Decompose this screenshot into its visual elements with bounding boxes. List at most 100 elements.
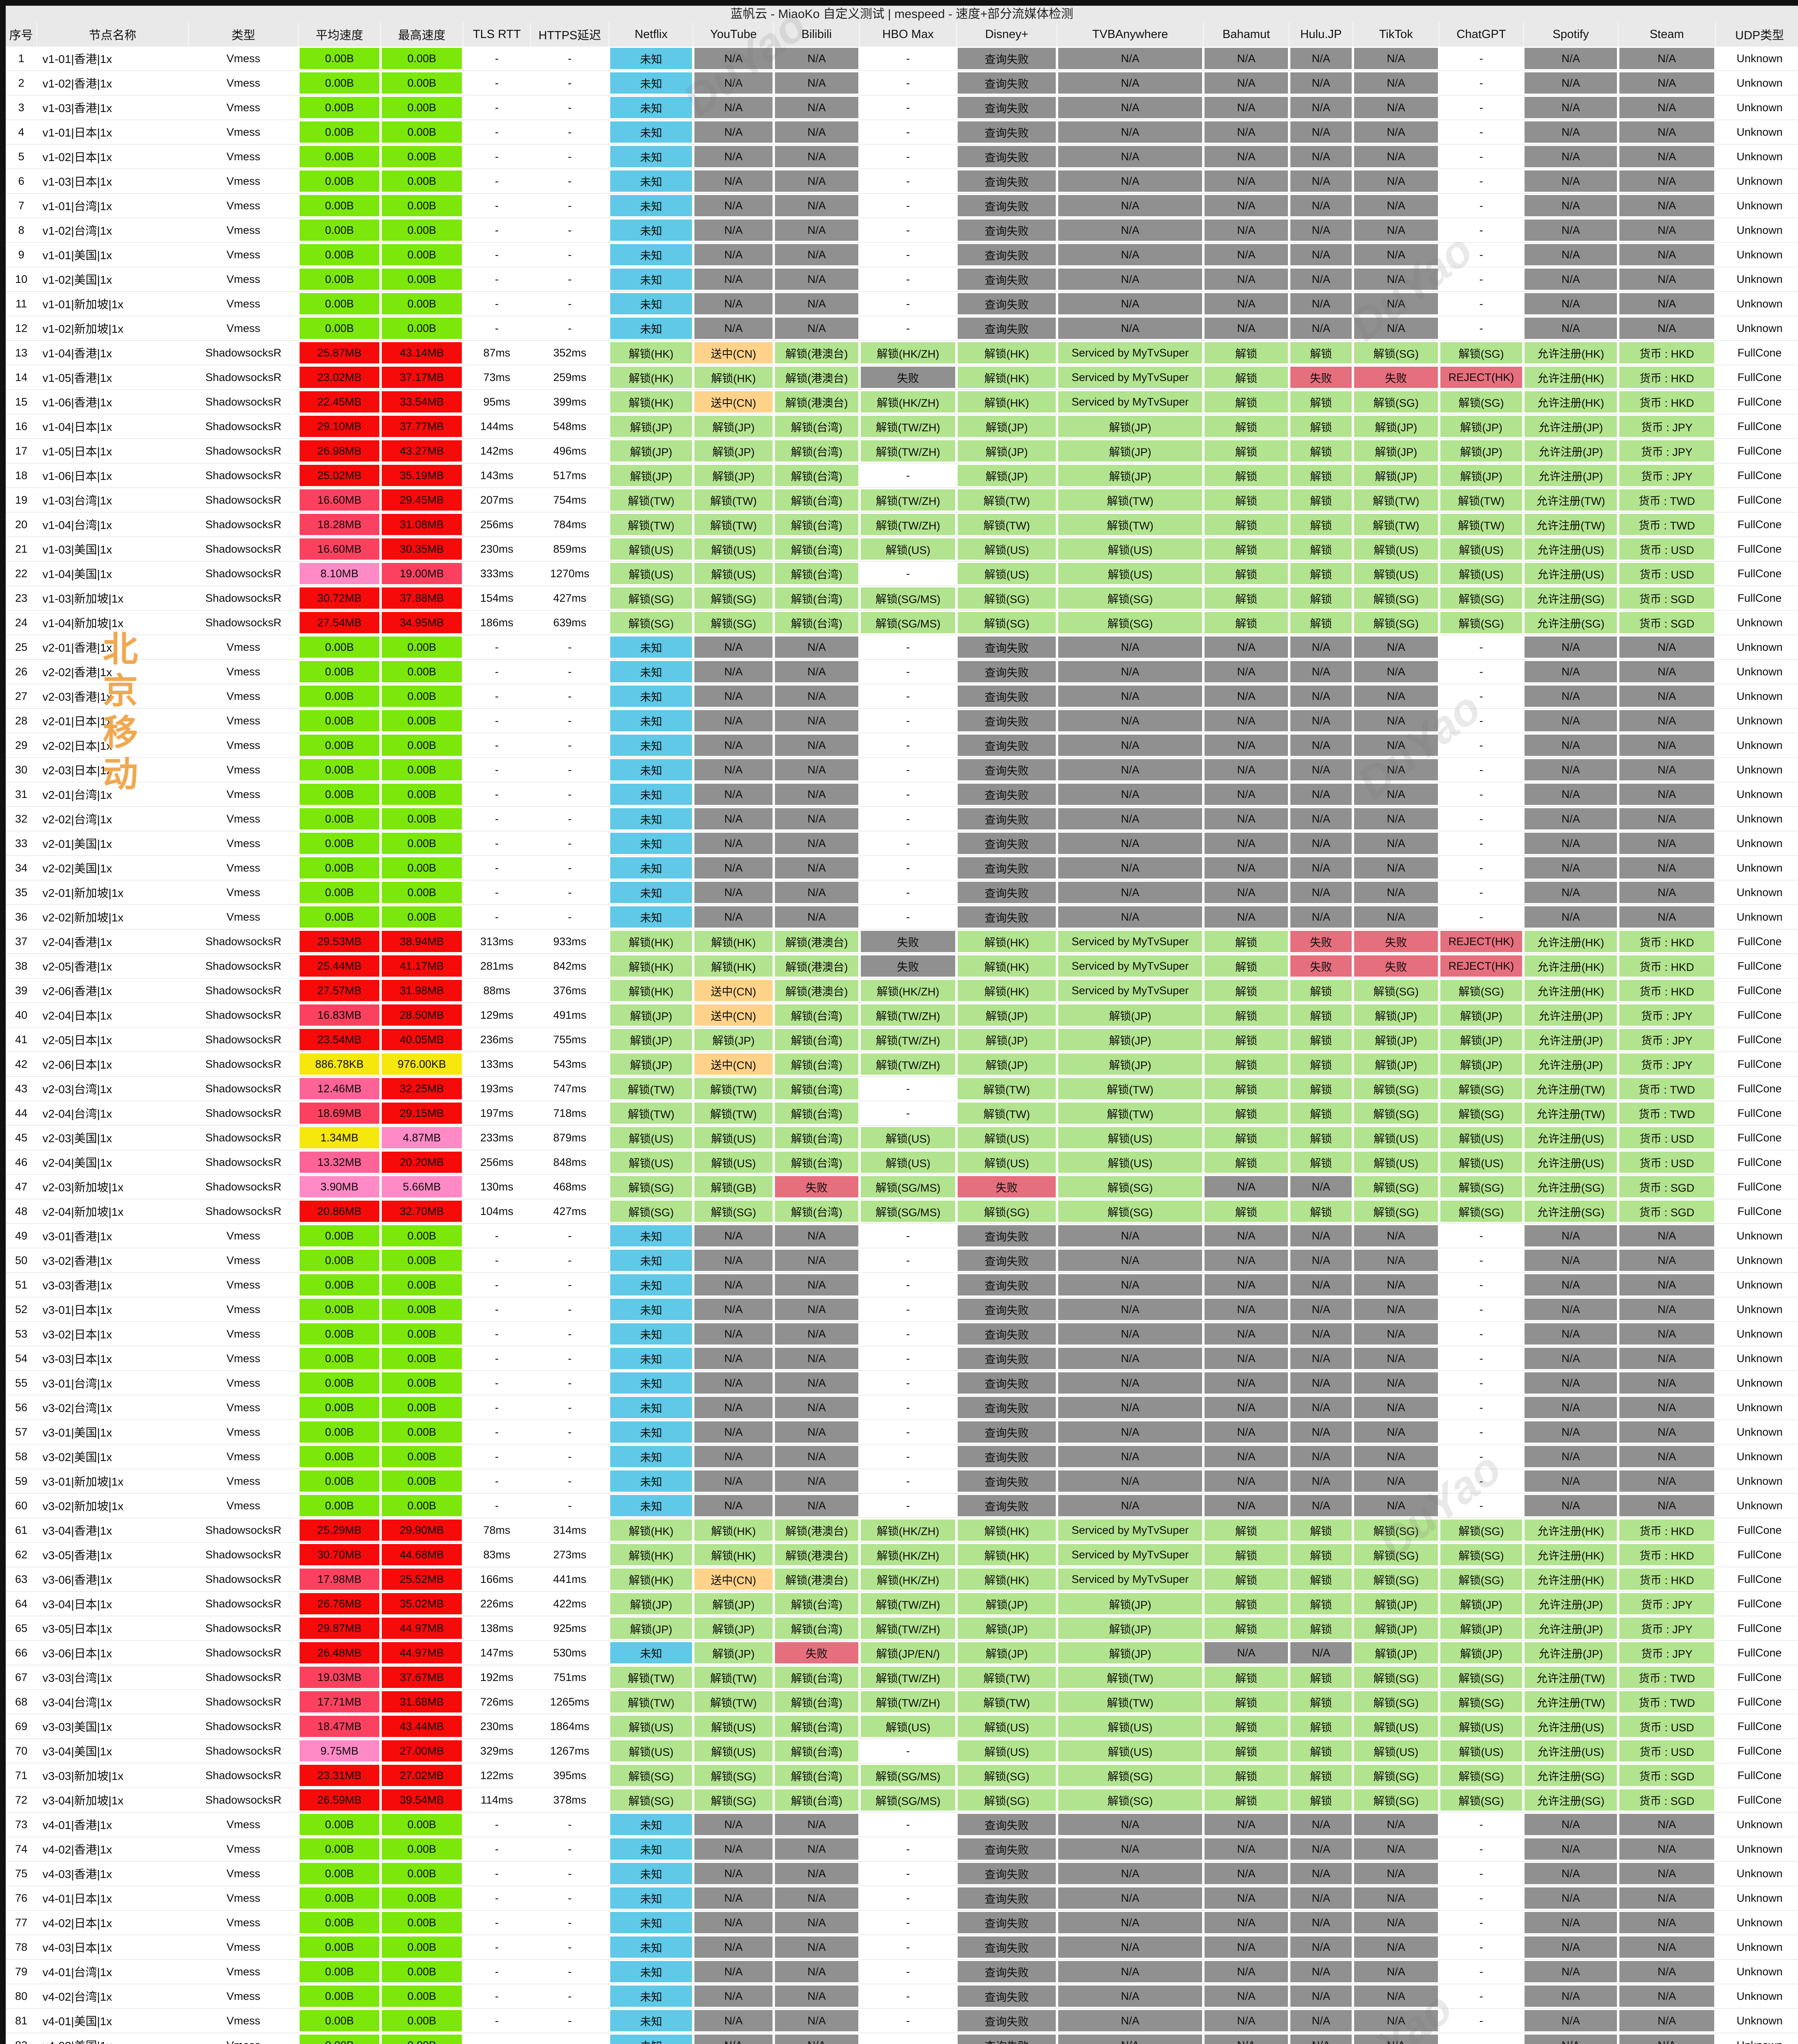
table-row: 78 v4-03|日本|1x Vmess 0.00B 0.00B - - 未知 N/A N/A - 查… <box>6 1935 1798 1959</box>
cell-bahamut: N/A <box>1203 242 1289 267</box>
cell-youtube: N/A <box>693 708 774 733</box>
cell-type: Vmess <box>226 1941 260 1953</box>
cell-tvbanywhere: 解锁(JP) <box>1057 414 1203 439</box>
cell-max-speed: 0.00B <box>381 1322 463 1346</box>
cell-avg-speed: 0.00B <box>298 1420 381 1444</box>
cell-max-speed: 31.08MB <box>381 512 463 537</box>
cell-youtube: N/A <box>693 71 774 95</box>
table-row: 54 v3-03|日本|1x Vmess 0.00B 0.00B - - 未知 N/A N/A - 查… <box>6 1346 1798 1371</box>
cell-hulu-jp: N/A <box>1289 1935 1353 1959</box>
cell-netflix: 解锁(TW) <box>609 1076 693 1101</box>
cell-hulu-jp: N/A <box>1289 1812 1353 1837</box>
cell-bilibili: N/A <box>774 1861 860 1886</box>
cell-max-speed: 0.00B <box>381 856 463 880</box>
cell-hbo-max: - <box>906 297 910 310</box>
cell-hulu-jp: N/A <box>1289 267 1353 291</box>
cell-chatgpt: REJECT(HK) <box>1439 954 1523 978</box>
cell-hbo-max: - <box>906 1818 910 1831</box>
cell-steam: 货币 : USD <box>1618 1125 1715 1150</box>
cell-name: v4-01|美国|1x <box>43 2015 112 2028</box>
cell-hbo-max: - <box>906 788 910 800</box>
cell-index: 63 <box>15 1573 28 1585</box>
cell-name: v3-03|香港|1x <box>43 1279 112 1292</box>
cell-hulu-jp: 解锁 <box>1289 1616 1353 1641</box>
cell-avg-speed: 3.90MB <box>298 1174 381 1199</box>
cell-max-speed: 27.02MB <box>381 1763 463 1788</box>
cell-bahamut: N/A <box>1203 856 1289 880</box>
table-row: 36 v2-02|新加坡|1x Vmess 0.00B 0.00B - - 未知 N/A N/A -… <box>6 905 1798 929</box>
cell-https-ping: 376ms <box>553 984 587 997</box>
cell-max-speed: 32.25MB <box>381 1076 463 1101</box>
cell-tls-rtt: 329ms <box>480 1744 514 1757</box>
cell-hbo-max: 解锁(US) <box>860 537 956 561</box>
cell-index: 15 <box>15 395 28 408</box>
cell-tvbanywhere: Serviced by MyTvSuper <box>1057 1542 1203 1567</box>
cell-name: v1-01|美国|1x <box>43 249 112 262</box>
cell-tvbanywhere: 解锁(TW) <box>1057 488 1203 512</box>
cell-youtube: 解锁(US) <box>693 561 774 586</box>
cell-index: 47 <box>15 1180 28 1193</box>
cell-hbo-max: - <box>906 812 910 825</box>
table-row: 45 v2-03|美国|1x ShadowsocksR 1.34MB 4.87MB 233… <box>6 1125 1798 1150</box>
cell-tvbanywhere: N/A <box>1057 1886 1203 1910</box>
cell-disney-plus: 查询失败 <box>956 659 1057 684</box>
cell-spotify: N/A <box>1523 95 1618 120</box>
cell-chatgpt: 解锁(US) <box>1439 537 1523 561</box>
cell-max-speed: 0.00B <box>381 47 463 71</box>
cell-disney-plus: 解锁(HK) <box>956 1542 1057 1567</box>
cell-chatgpt: 解锁(SG) <box>1439 1542 1523 1567</box>
cell-tiktok: N/A <box>1353 684 1439 708</box>
cell-max-speed: 0.00B <box>381 291 463 316</box>
cell-tls-rtt: 129ms <box>480 1009 514 1021</box>
cell-chatgpt: 解锁(SG) <box>1439 341 1523 365</box>
cell-tvbanywhere: 解锁(SG) <box>1057 1199 1203 1224</box>
cell-avg-speed: 26.76MB <box>298 1591 381 1616</box>
cell-tvbanywhere: 解锁(US) <box>1057 1739 1203 1763</box>
cell-avg-speed: 25.44MB <box>298 954 381 978</box>
cell-max-speed: 0.00B <box>381 807 463 831</box>
cell-bilibili: 解锁(台湾) <box>774 1076 860 1101</box>
cell-max-speed: 0.00B <box>381 1273 463 1297</box>
cell-steam: N/A <box>1618 169 1715 193</box>
column-header-tls-rtt: TLS RTT <box>463 22 531 47</box>
cell-steam: 货币 : JPY <box>1618 1641 1715 1665</box>
table-row: 7 v1-01|台湾|1x Vmess 0.00B 0.00B - - 未知 N/A N/A - 查询… <box>6 193 1798 218</box>
cell-avg-speed: 12.46MB <box>298 1076 381 1101</box>
cell-max-speed: 37.67MB <box>381 1665 463 1690</box>
cell-chatgpt: 解锁(US) <box>1439 1125 1523 1150</box>
cell-chatgpt: - <box>1479 1376 1483 1389</box>
cell-hbo-max: - <box>906 1965 910 1978</box>
cell-spotify: 允许注册(SG) <box>1523 1763 1618 1788</box>
cell-type: ShadowsocksR <box>205 1769 282 1782</box>
cell-tvbanywhere: N/A <box>1057 635 1203 659</box>
cell-disney-plus: 解锁(SG) <box>956 1763 1057 1788</box>
cell-tvbanywhere: 解锁(JP) <box>1057 1591 1203 1616</box>
cell-tiktok: 解锁(SG) <box>1353 390 1439 414</box>
cell-spotify: N/A <box>1523 218 1618 242</box>
cell-type: Vmess <box>226 788 260 800</box>
cell-hulu-jp: N/A <box>1289 47 1353 71</box>
cell-tiktok: N/A <box>1353 1420 1439 1444</box>
cell-udp-type: FullCone <box>1737 1671 1782 1683</box>
cell-disney-plus: 查询失败 <box>956 120 1057 144</box>
cell-hbo-max: 解锁(US) <box>860 1714 956 1739</box>
cell-udp-type: Unknown <box>1736 2014 1783 2027</box>
cell-https-ping: - <box>568 788 572 800</box>
cell-tls-rtt: 73ms <box>483 371 511 383</box>
cell-https-ping: 530ms <box>553 1646 587 1659</box>
cell-type: Vmess <box>226 886 260 899</box>
cell-hulu-jp: 解锁 <box>1289 463 1353 488</box>
cell-hulu-jp: 解锁 <box>1289 1739 1353 1763</box>
table-row: 55 v3-01|台湾|1x Vmess 0.00B 0.00B - - 未知 N/A N/A - 查… <box>6 1371 1798 1395</box>
cell-disney-plus: 查询失败 <box>956 1273 1057 1297</box>
cell-spotify: 允许注册(HK) <box>1523 1518 1618 1542</box>
cell-chatgpt: - <box>1479 1818 1483 1831</box>
cell-chatgpt: - <box>1479 224 1483 236</box>
cell-chatgpt: - <box>1479 641 1483 653</box>
cell-hulu-jp: N/A <box>1289 1493 1353 1518</box>
cell-spotify: 允许注册(HK) <box>1523 978 1618 1003</box>
cell-chatgpt: - <box>1479 1990 1483 2002</box>
cell-tvbanywhere: N/A <box>1057 291 1203 316</box>
cell-spotify: 允许注册(JP) <box>1523 1052 1618 1076</box>
cell-spotify: N/A <box>1523 1886 1618 1910</box>
